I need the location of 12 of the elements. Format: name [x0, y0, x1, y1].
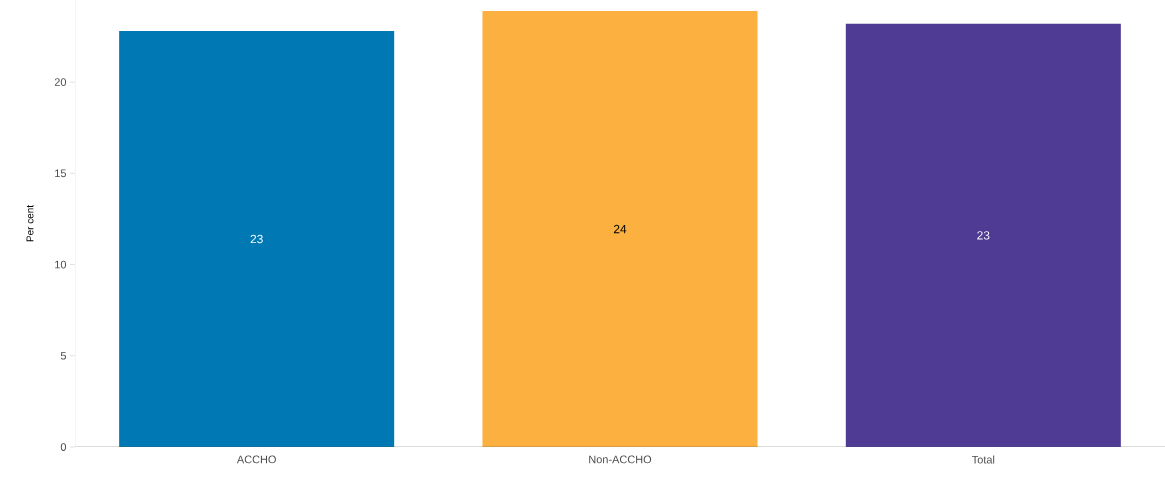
- x-tick-label: Total: [971, 455, 995, 464]
- y-tick-label: 20: [54, 78, 67, 86]
- y-axis-title: Per cent: [26, 205, 34, 242]
- data-label: 23: [977, 231, 990, 240]
- data-label: 24: [613, 224, 627, 234]
- x-tick-label: Non-ACCHO: [589, 455, 652, 464]
- y-tick-label: 15: [55, 169, 67, 178]
- y-tick-label: 0: [60, 443, 67, 451]
- data-label: 23: [250, 234, 263, 244]
- y-tick-label: 5: [60, 351, 67, 360]
- y-tick-label: 10: [55, 260, 67, 269]
- x-tick-label: ACCHO: [236, 455, 276, 464]
